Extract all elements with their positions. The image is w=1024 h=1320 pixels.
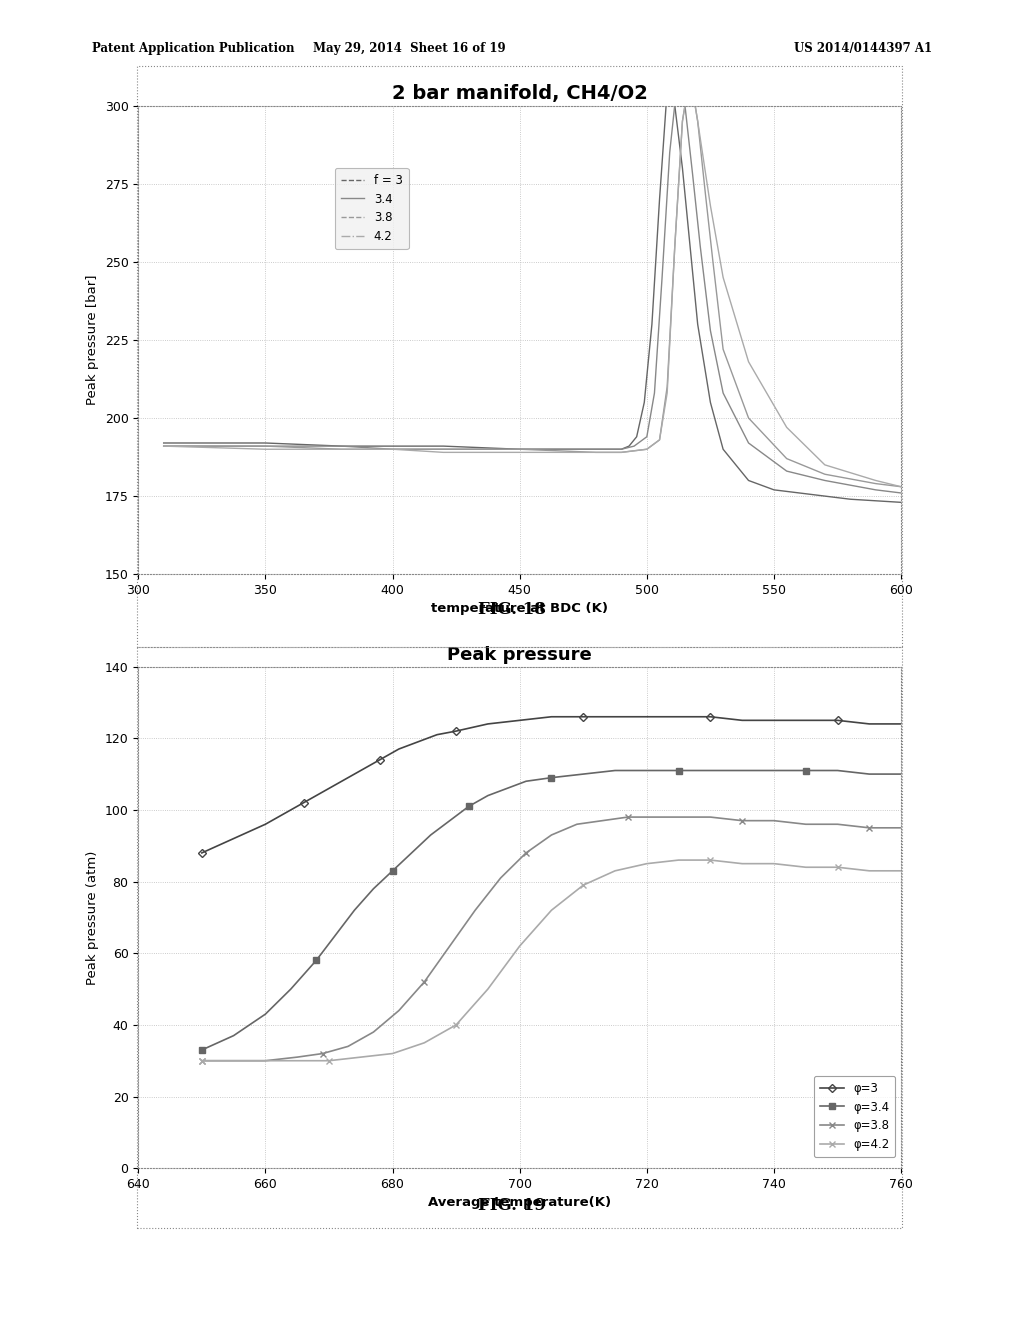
Legend: f = 3, 3.4, 3.8, 4.2: f = 3, 3.4, 3.8, 4.2 xyxy=(335,168,409,249)
Title: Peak pressure: Peak pressure xyxy=(447,645,592,664)
Title: 2 bar manifold, CH4/O2: 2 bar manifold, CH4/O2 xyxy=(392,83,647,103)
Y-axis label: Peak pressure (atm): Peak pressure (atm) xyxy=(86,850,99,985)
X-axis label: Average temperature(K): Average temperature(K) xyxy=(428,1196,611,1209)
Text: Patent Application Publication: Patent Application Publication xyxy=(92,42,295,55)
Text: May 29, 2014  Sheet 16 of 19: May 29, 2014 Sheet 16 of 19 xyxy=(313,42,506,55)
Y-axis label: Peak pressure [bar]: Peak pressure [bar] xyxy=(86,275,99,405)
Text: US 2014/0144397 A1: US 2014/0144397 A1 xyxy=(794,42,932,55)
Legend: φ=3, φ=3.4, φ=3.8, φ=4.2: φ=3, φ=3.4, φ=3.8, φ=4.2 xyxy=(814,1076,895,1158)
X-axis label: temperature at BDC (K): temperature at BDC (K) xyxy=(431,602,608,615)
Text: FIG. 18: FIG. 18 xyxy=(478,602,546,618)
Text: FIG. 19: FIG. 19 xyxy=(478,1197,546,1213)
